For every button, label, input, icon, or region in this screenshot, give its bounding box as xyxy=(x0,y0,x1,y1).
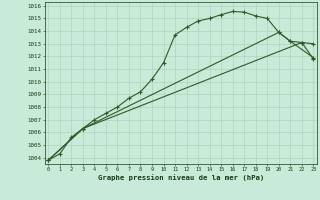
X-axis label: Graphe pression niveau de la mer (hPa): Graphe pression niveau de la mer (hPa) xyxy=(98,174,264,181)
